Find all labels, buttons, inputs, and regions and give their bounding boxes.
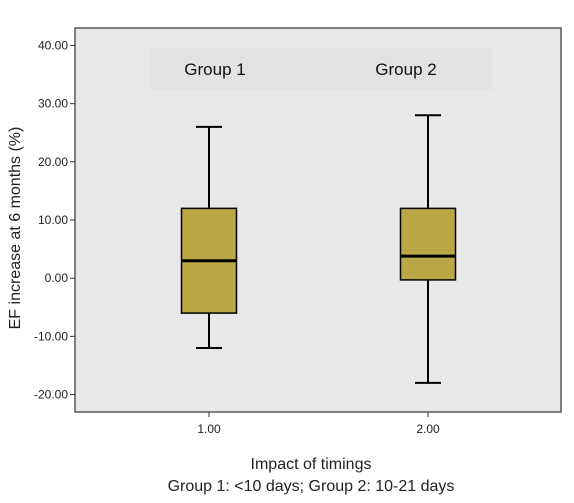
y-tick-label: -20.00 [34, 388, 68, 402]
y-tick-label: 30.00 [38, 97, 68, 111]
y-axis-title: EF increase at 6 months (%) [7, 127, 24, 330]
x-axis-title: Impact of timings [251, 456, 372, 473]
y-tick-label: 10.00 [38, 213, 68, 227]
y-tick-label: 0.00 [45, 271, 69, 285]
x-axis: 1.00 2.00 [197, 412, 440, 436]
box-1 [180, 125, 238, 349]
iqr-box [399, 207, 457, 281]
x-tick-label: 1.00 [197, 422, 221, 436]
y-tick-label: 40.00 [38, 38, 68, 52]
y-axis: -20.00 -10.00 0.00 10.00 20.00 30.00 40.00 [34, 38, 75, 402]
y-tick-label: 20.00 [38, 155, 68, 169]
plot-area [74, 27, 562, 413]
group-label-1: Group 1 [184, 60, 245, 79]
group-label-2: Group 2 [375, 60, 436, 79]
group-label-band [150, 48, 492, 90]
boxes [180, 114, 457, 384]
group-labels: Group 1 Group 2 [184, 60, 436, 79]
box-2 [399, 114, 457, 384]
x-axis-note: Group 1: <10 days; Group 2: 10-21 days [168, 478, 455, 495]
y-tick-label: -10.00 [34, 329, 68, 343]
x-tick-label: 2.00 [416, 422, 440, 436]
